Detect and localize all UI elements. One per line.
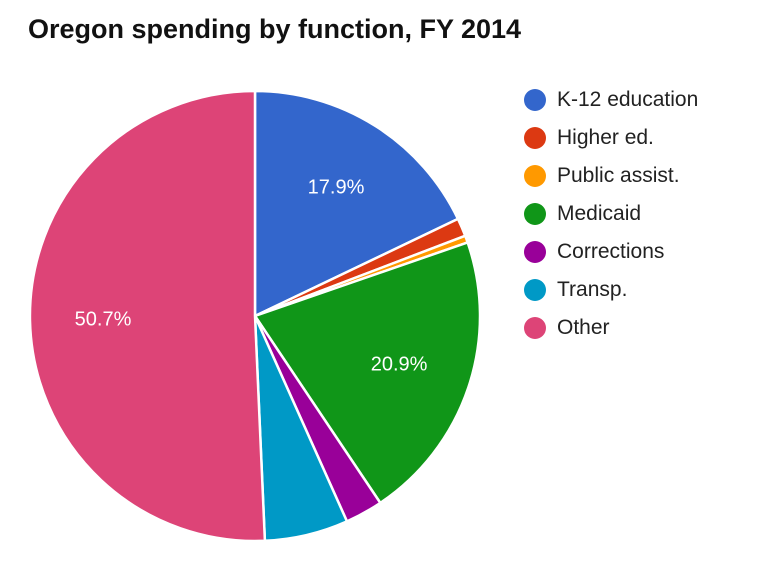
legend-label: Corrections — [557, 240, 665, 263]
chart-title: Oregon spending by function, FY 2014 — [28, 14, 522, 44]
legend-label: Other — [557, 316, 610, 339]
legend-label: K-12 education — [557, 88, 699, 111]
legend-swatch-icon — [524, 317, 546, 339]
pie-slice-other — [28, 89, 267, 543]
pie-slices — [28, 89, 482, 543]
slice-data-label: 20.9% — [371, 353, 428, 375]
legend-label: Transp. — [557, 278, 628, 301]
legend-swatch-icon — [524, 203, 546, 225]
legend-label: Public assist. — [557, 164, 680, 187]
pie-slice-labels: 17.9% 20.9% 50.7% — [75, 176, 428, 375]
legend-label: Medicaid — [557, 202, 642, 225]
pie-slice-k-12-education — [253, 89, 460, 318]
legend-label: Higher ed. — [557, 126, 654, 149]
pie-slice-medicaid — [253, 241, 482, 505]
legend-swatch-icon — [524, 89, 546, 111]
legend-swatch-icon — [524, 241, 546, 263]
legend-swatch-icon — [524, 279, 546, 301]
legend-swatch-icon — [524, 165, 546, 187]
legend-swatch-icon — [524, 127, 546, 149]
slice-data-label: 50.7% — [75, 308, 132, 330]
slice-data-label: 17.9% — [308, 176, 365, 198]
